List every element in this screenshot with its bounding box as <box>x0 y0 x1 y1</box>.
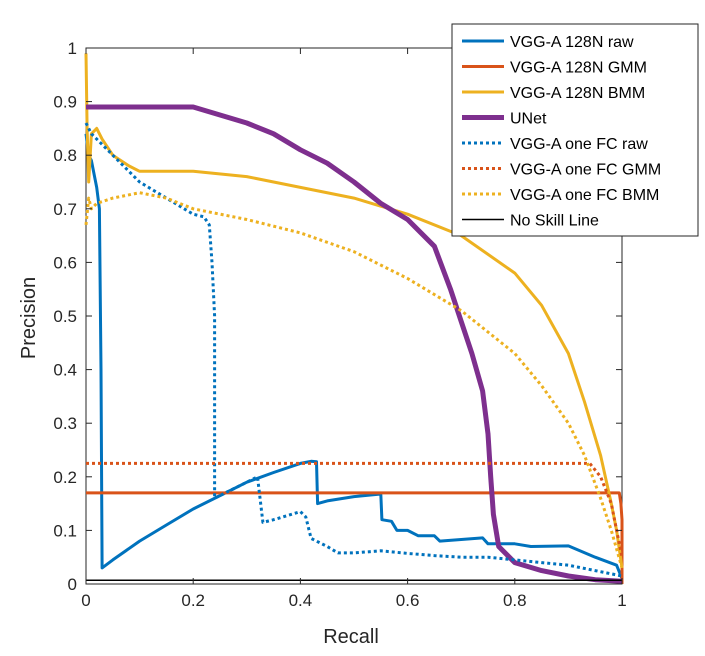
y-tick-label: 0.8 <box>53 146 77 165</box>
x-axis-title: Recall <box>323 626 379 648</box>
legend-label-vgg-a-128n-gmm: VGG-A 128N GMM <box>510 60 647 77</box>
y-tick-label: 0.6 <box>53 253 77 272</box>
y-tick-label: 0.5 <box>53 307 77 326</box>
series-line-vgg-a-128n-raw <box>84 133 624 580</box>
x-tick-label: 1 <box>617 591 626 610</box>
series-layer <box>84 53 624 584</box>
y-tick-label: 0.9 <box>53 93 77 112</box>
series-line-unet <box>86 104 623 584</box>
legend-box <box>451 23 699 237</box>
y-axis-title: Precision <box>18 277 40 359</box>
series-line-vgg-a-one-fc-bmm <box>84 191 624 569</box>
y-tick-label: 1 <box>68 39 77 58</box>
legend-label-vgg-a-128n-raw: VGG-A 128N raw <box>510 34 634 51</box>
y-tick-label: 0.3 <box>53 414 77 433</box>
legend-label-no-skill-line: No Skill Line <box>510 213 599 230</box>
series-line-vgg-a-128n-gmm <box>86 491 624 584</box>
y-tick-label: 0 <box>68 575 77 594</box>
y-tick-label: 0.1 <box>53 521 77 540</box>
y-tick-label: 0.7 <box>53 200 77 219</box>
x-tick-label: 0.8 <box>503 591 527 610</box>
y-tick-label: 0.2 <box>53 468 77 487</box>
x-tick-label: 0.6 <box>396 591 420 610</box>
y-tick-label: 0.4 <box>53 361 77 380</box>
x-tick-label: 0.2 <box>181 591 205 610</box>
legend-label-vgg-a-one-fc-bmm: VGG-A one FC BMM <box>510 187 659 204</box>
legend-label-vgg-a-one-fc-raw: VGG-A one FC raw <box>510 136 648 153</box>
x-tick-label: 0.4 <box>289 591 313 610</box>
axis-ticks: 0 0.2 0.4 0.6 0.8 1 0 0.1 0.2 0.3 0.4 0.5 0.6 0.7 0.8 0… <box>53 39 626 610</box>
legend-label-vgg-a-one-fc-gmm: VGG-A one FC GMM <box>510 162 661 179</box>
x-tick-label: 0 <box>81 591 90 610</box>
legend-label-vgg-a-128n-bmm: VGG-A 128N BMM <box>510 85 645 102</box>
legend-label-unet: UNet <box>510 111 547 128</box>
legend: VGG-A 128N raw VGG-A 128N GMM VGG-A 128N B… <box>451 23 699 237</box>
series-line-vgg-a-128n-bmm <box>84 53 624 569</box>
